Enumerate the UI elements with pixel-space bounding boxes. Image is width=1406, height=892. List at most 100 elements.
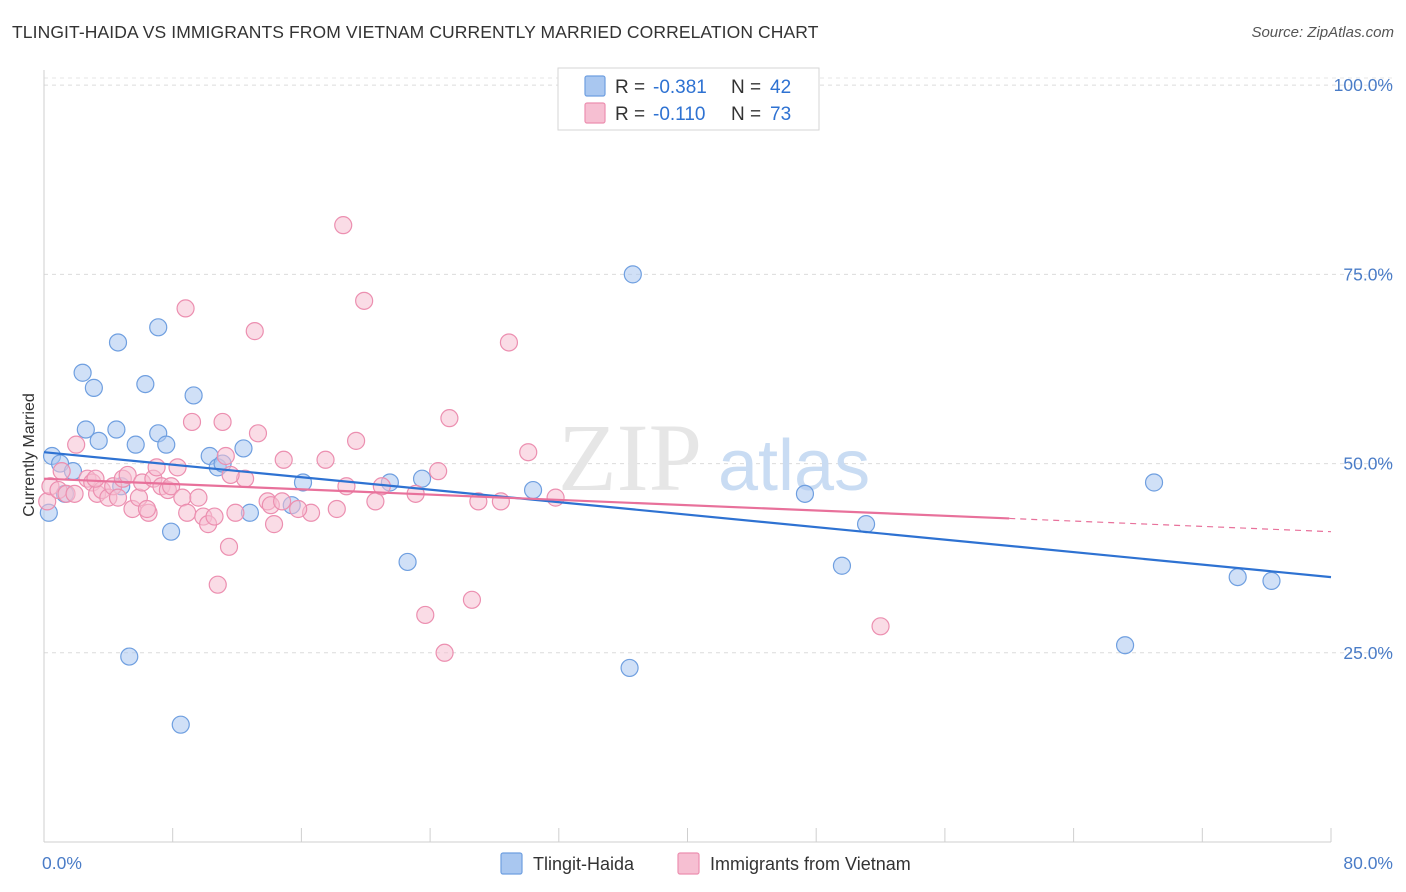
point-vietnam-53: [366, 492, 385, 511]
point-vietnam-13: [108, 488, 128, 507]
trend-line-tlingit-haida: [43, 451, 1332, 579]
point-vietnam-34: [208, 575, 227, 594]
point-tlingit-haida-14: [149, 318, 168, 337]
point-tlingit-haida-38: [1228, 567, 1247, 587]
x-tick-label-1: 80.0%: [1343, 853, 1393, 873]
point-tlingit-haida-9: [107, 420, 126, 439]
point-vietnam-40: [245, 322, 264, 341]
point-tlingit-haida-40: [120, 647, 139, 666]
point-vietnam-26: [173, 488, 192, 507]
point-vietnam-57: [429, 462, 448, 481]
point-vietnam-64: [519, 443, 538, 462]
point-vietnam-28: [176, 299, 195, 318]
point-tlingit-haida-13: [136, 374, 155, 394]
point-vietnam-71: [289, 499, 308, 519]
point-vietnam-69: [137, 499, 157, 519]
point-vietnam-66: [871, 617, 890, 636]
point-tlingit-haida-17: [161, 522, 181, 541]
trend-line-vietnam: [43, 477, 1010, 520]
point-tlingit-haida-30: [523, 480, 543, 500]
point-vietnam-36: [216, 446, 235, 466]
point-vietnam-47: [316, 450, 335, 469]
point-tlingit-haida-33: [795, 484, 815, 503]
bottom-legend-swatch-vietnam: [677, 852, 700, 875]
point-tlingit-haida-5: [73, 363, 92, 382]
bottom-legend-label-tlingit-haida: Tlingit-Haida: [533, 854, 635, 874]
y-tick-label-3: 100.0%: [1334, 75, 1393, 95]
y-tick-label-2: 75.0%: [1343, 264, 1393, 284]
data-points: [38, 216, 1281, 734]
point-tlingit-haida-29: [412, 469, 432, 488]
point-vietnam-59: [440, 409, 459, 428]
point-tlingit-haida-7: [89, 431, 108, 450]
legend-r-label-1: R =: [615, 104, 645, 125]
tick-labels: 25.0% 50.0% 75.0% 100.0% 0.0% 80.0%: [42, 75, 1393, 873]
point-tlingit-haida-23: [234, 439, 253, 458]
point-tlingit-haida-16: [157, 435, 176, 454]
legend-bottom: Tlingit-Haida Immigrants from Vietnam: [500, 852, 911, 875]
legend-r-value-0: -0.381: [653, 77, 707, 98]
point-tlingit-haida-12: [126, 435, 145, 454]
trend-lines: [43, 451, 1332, 579]
point-vietnam-27: [178, 503, 197, 522]
legend-r-value-1: -0.110: [653, 104, 705, 125]
point-vietnam-6: [67, 435, 86, 454]
point-tlingit-haida-34: [832, 556, 852, 575]
point-vietnam-60: [462, 590, 482, 609]
point-vietnam-52: [355, 291, 374, 310]
point-vietnam-30: [189, 488, 208, 507]
point-vietnam-37: [219, 537, 239, 556]
point-vietnam-48: [327, 499, 346, 519]
point-tlingit-haida-36: [1115, 636, 1135, 655]
point-vietnam-24: [161, 477, 181, 496]
point-vietnam-51: [346, 431, 366, 450]
point-vietnam-58: [435, 643, 454, 662]
point-vietnam-45: [274, 450, 293, 469]
legend-swatch-vietnam: [584, 102, 606, 124]
legend-n-value-0: 42: [770, 77, 791, 98]
point-tlingit-haida-31: [620, 658, 639, 678]
point-tlingit-haida-37: [1144, 473, 1164, 492]
point-tlingit-haida-8: [76, 420, 95, 439]
point-vietnam-3: [52, 462, 71, 481]
point-vietnam-25: [168, 458, 187, 477]
point-vietnam-56: [416, 605, 435, 625]
point-tlingit-haida-39: [1262, 571, 1281, 590]
bottom-legend-swatch-tlingit-haida: [500, 852, 523, 875]
point-vietnam-21: [147, 458, 166, 477]
legend-n-label-0: N =: [731, 77, 761, 98]
point-vietnam-67: [272, 492, 292, 511]
point-vietnam-41: [248, 424, 268, 443]
point-tlingit-haida-32: [623, 265, 642, 284]
watermark: ZIP atlas: [558, 404, 870, 511]
y-tick-label-1: 50.0%: [1343, 454, 1393, 474]
legend-r-label-0: R =: [615, 77, 645, 98]
point-vietnam-65: [546, 488, 565, 507]
legend-swatch-tlingit-haida: [584, 75, 606, 97]
legend-n-label-1: N =: [731, 104, 761, 125]
y-axis-title: Currently Married: [21, 393, 38, 517]
y-tick-label-0: 25.0%: [1343, 643, 1393, 663]
watermark-zip: ZIP: [558, 404, 702, 511]
point-vietnam-63: [499, 333, 519, 352]
watermark-atlas: atlas: [718, 426, 870, 506]
point-vietnam-33: [205, 507, 224, 526]
trend-line-dashed-vietnam: [1009, 517, 1332, 533]
point-vietnam-68: [86, 469, 105, 488]
point-vietnam-35: [213, 412, 232, 432]
point-vietnam-44: [264, 515, 284, 534]
chart-title: TLINGIT-HAIDA VS IMMIGRANTS FROM VIETNAM…: [12, 22, 819, 42]
point-tlingit-haida-10: [108, 333, 128, 352]
point-tlingit-haida-35: [856, 515, 876, 534]
point-vietnam-29: [182, 412, 202, 432]
legend-n-value-1: 73: [770, 104, 791, 125]
point-tlingit-haida-6: [84, 378, 103, 397]
point-tlingit-haida-18: [171, 715, 190, 734]
x-tick-label-0: 0.0%: [42, 853, 82, 873]
bottom-legend-label-vietnam: Immigrants from Vietnam: [710, 854, 911, 874]
point-vietnam-15: [118, 465, 137, 485]
gridlines: [44, 77, 1394, 654]
point-tlingit-haida-19: [184, 386, 203, 405]
point-vietnam-38: [226, 503, 245, 522]
